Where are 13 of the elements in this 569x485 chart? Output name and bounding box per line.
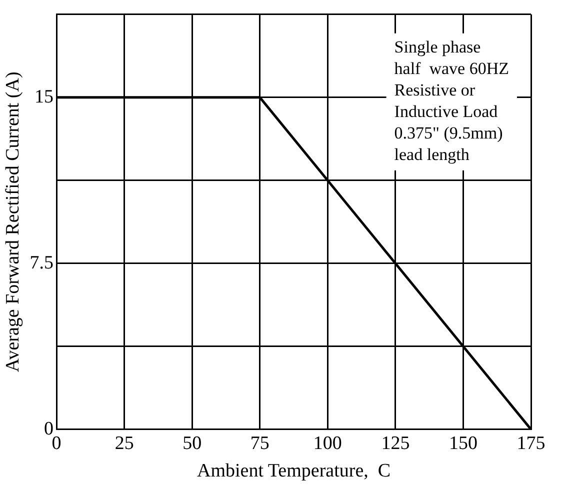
x-tick-label: 125 xyxy=(381,432,410,454)
x-tick-label: 75 xyxy=(250,432,270,454)
y-axis-title: Average Forward Rectified Current (A) xyxy=(2,72,24,372)
y-tick-label: 0 xyxy=(44,418,54,440)
x-tick-label: 25 xyxy=(114,432,134,454)
x-tick-label: 175 xyxy=(516,432,546,454)
x-tick-label: 150 xyxy=(448,432,478,454)
x-tick-label: 50 xyxy=(182,432,202,454)
y-tick-label: 15 xyxy=(34,86,54,108)
y-tick-label: 7.5 xyxy=(30,252,54,274)
annotation: Single phase half wave 60HZ Resistive or Inductive Load 0.375" (9.5mm) lead length xyxy=(394,37,510,164)
x-tick-label: 100 xyxy=(313,432,342,454)
x-axis-title: Ambient Temperature, C xyxy=(197,460,391,482)
